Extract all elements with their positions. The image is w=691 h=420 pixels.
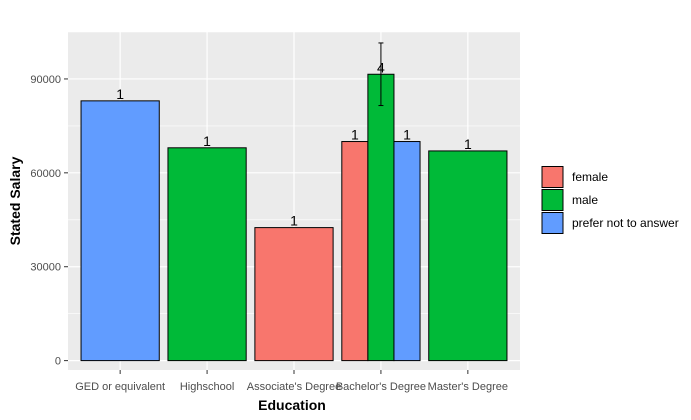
x-axis: GED or equivalent Highschool Associate's D… (75, 370, 508, 393)
x-axis-title: Education (258, 397, 326, 413)
y-tick-label: 60000 (30, 168, 61, 180)
bar-male-master-s-degree (428, 150, 508, 362)
bar-count-label: 1 (290, 213, 298, 229)
bar-female-associate-s-degree (254, 227, 334, 362)
bar-female-bachelor-s-degree (341, 141, 369, 362)
legend-label-prefer-not-to-answer: prefer not to answer (572, 216, 679, 230)
errorbar-layer (378, 42, 384, 107)
legend-key-prefer-not-to-answer (541, 212, 564, 234)
bar-male-bachelor-s-degree (367, 73, 395, 362)
legend: female male prefer not to answer (541, 166, 679, 234)
bar-prefer-not-to-answer-ged-or-equivalent (80, 100, 160, 362)
y-tick-label: 0 (55, 356, 61, 368)
bar-count-label: 1 (203, 133, 211, 149)
bar-labels-layer: 1 1 1 1 4 1 1 (116, 59, 472, 228)
x-tick-label: Highschool (180, 381, 234, 393)
bar-male-highschool (167, 147, 247, 362)
legend-key-male (541, 189, 564, 211)
x-tick-label: Bachelor's Degree (336, 381, 426, 393)
legend-label-female: female (572, 170, 608, 184)
x-tick-label: GED or equivalent (75, 381, 165, 393)
bar-count-label: 1 (403, 127, 411, 143)
y-tick-label: 90000 (30, 74, 61, 86)
bar-count-label: 1 (116, 86, 124, 102)
bar-count-label: 1 (351, 127, 359, 143)
y-axis-title: Stated Salary (7, 156, 23, 245)
error-bar-male-bachelor-s-degree (378, 42, 384, 107)
x-tick-label: Associate's Degree (247, 381, 341, 393)
legend-key-female (541, 166, 564, 188)
bar-count-label: 1 (464, 136, 472, 152)
legend-label-male: male (572, 193, 598, 207)
bar-prefer-not-to-answer-bachelor-s-degree (393, 141, 421, 362)
y-axis: 0 30000 60000 90000 (30, 74, 68, 368)
x-tick-label: Master's Degree (428, 381, 508, 393)
bar-count-label: 4 (377, 59, 385, 75)
y-tick-label: 30000 (30, 262, 61, 274)
bars-layer (80, 73, 508, 362)
